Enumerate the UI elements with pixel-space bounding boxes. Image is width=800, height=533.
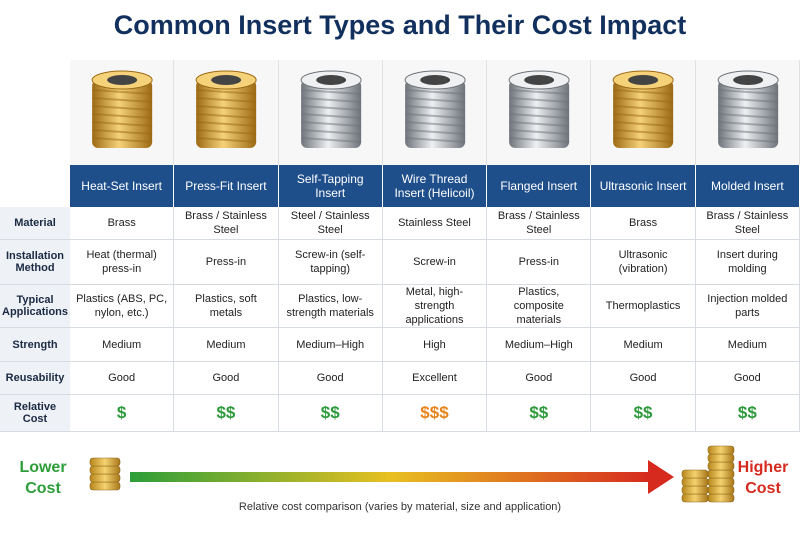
scale-caption: Relative cost comparison (varies by mate… <box>238 501 562 513</box>
table-cell: Plastics, low-strength materials <box>278 285 383 328</box>
cost-rating: $$ <box>174 395 279 432</box>
table-cell: Steel / Stainless Steel <box>278 207 383 240</box>
table-cell: Metal, high-strength applications <box>382 285 488 328</box>
insert-icon <box>508 70 570 148</box>
table-cell: Plastics (ABS, PC, nylon, etc.) <box>70 285 175 328</box>
table-cell: Brass <box>591 207 696 240</box>
column-header: Flanged Insert <box>487 165 592 207</box>
table-cell: Plastics, soft metals <box>174 285 279 328</box>
cost-rating: $$ <box>487 395 592 432</box>
cost-rating: $ <box>70 395 175 432</box>
table-cell: Screw-in (self-tapping) <box>278 240 383 285</box>
table-cell: Medium–High <box>278 328 383 362</box>
table-cell: Medium <box>174 328 279 362</box>
row-label: Strength <box>0 328 70 362</box>
table-cell: Thermoplastics <box>591 285 696 328</box>
table-cell: Brass / Stainless Steel <box>487 207 592 240</box>
cost-rating: $$ <box>278 395 383 432</box>
low-cost-label: Lower Cost <box>19 459 67 497</box>
high-cost-label: Higher Cost <box>737 459 789 497</box>
table-cell: High <box>382 328 488 362</box>
row-label: Typical Applications <box>0 285 70 328</box>
table-cell: Injection molded parts <box>695 285 800 328</box>
cost-rating: $$ <box>695 395 800 432</box>
table-cell: Plastics, composite materials <box>487 285 592 328</box>
table-cell: Good <box>591 362 696 395</box>
column-header: Self-Tapping Insert <box>278 165 383 207</box>
table-cell: Screw-in <box>382 240 488 285</box>
insert-image <box>382 60 488 165</box>
table-cell: Stainless Steel <box>382 207 488 240</box>
table-cell: Insert during molding <box>695 240 800 285</box>
table-cell: Good <box>174 362 279 395</box>
table-cell: Brass / Stainless Steel <box>174 207 279 240</box>
table-cell: Medium <box>591 328 696 362</box>
column-header: Press-Fit Insert <box>174 165 279 207</box>
row-label: Relative Cost <box>0 395 70 432</box>
insert-icon <box>300 70 362 148</box>
cost-rating: $$$ <box>382 395 488 432</box>
table-cell: Brass / Stainless Steel <box>695 207 800 240</box>
row-label: Reusability <box>0 362 70 395</box>
table-cell: Ultrasonic (vibration) <box>591 240 696 285</box>
insert-image <box>174 60 279 165</box>
insert-image <box>695 60 800 165</box>
table-cell: Heat (thermal) press-in <box>70 240 175 285</box>
table-cell: Excellent <box>382 362 488 395</box>
table-cell: Brass <box>70 207 175 240</box>
column-header: Ultrasonic Insert <box>591 165 696 207</box>
table-cell: Medium <box>695 328 800 362</box>
table-cell: Medium <box>70 328 175 362</box>
table-cell: Good <box>278 362 383 395</box>
insert-icon <box>404 70 466 148</box>
table-cell: Press-in <box>174 240 279 285</box>
title: Common Insert Types and Their Cost Impac… <box>113 9 687 40</box>
row-label: Installation Method <box>0 240 70 285</box>
insert-icon <box>717 70 779 148</box>
table-cell: Good <box>487 362 592 395</box>
insert-image <box>591 60 696 165</box>
column-header: Wire Thread Insert (Helicoil) <box>382 165 488 207</box>
cost-rating: $$ <box>591 395 696 432</box>
insert-icon <box>91 70 153 148</box>
insert-image <box>278 60 383 165</box>
insert-icon <box>195 70 257 148</box>
column-header: Heat-Set Insert <box>70 165 175 207</box>
table-cell: Medium–High <box>487 328 592 362</box>
insert-icon <box>613 70 675 148</box>
cost-scale <box>89 445 735 503</box>
table-cell: Good <box>695 362 800 395</box>
table-cell: Good <box>70 362 175 395</box>
column-header: Molded Insert <box>695 165 800 207</box>
insert-image <box>70 60 175 165</box>
table-cell: Press-in <box>487 240 592 285</box>
row-label: Material <box>0 207 70 240</box>
insert-image <box>487 60 592 165</box>
